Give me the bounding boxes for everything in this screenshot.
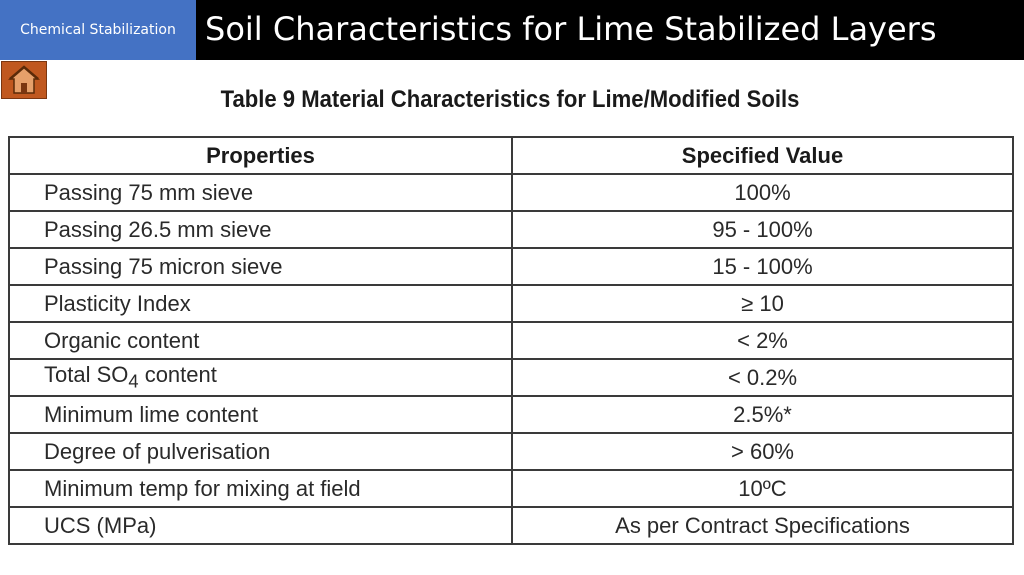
value-cell: 100% — [511, 173, 1014, 212]
property-cell: Passing 75 mm sieve — [8, 173, 513, 212]
table-row: UCS (MPa) As per Contract Specifications — [8, 506, 1014, 545]
value-cell: < 0.2% — [511, 358, 1014, 397]
material-table: Properties Specified Value Passing 75 mm… — [8, 136, 1014, 545]
property-cell: Passing 26.5 mm sieve — [8, 210, 513, 249]
table-row: Passing 75 micron sieve 15 - 100% — [8, 247, 1014, 286]
property-cell: Plasticity Index — [8, 284, 513, 323]
table-header-row: Properties Specified Value — [8, 136, 1014, 175]
value-cell: 10ºC — [511, 469, 1014, 508]
table-row: Passing 26.5 mm sieve 95 - 100% — [8, 210, 1014, 249]
table-row: Minimum temp for mixing at field 10ºC — [8, 469, 1014, 508]
column-header-specified-value: Specified Value — [511, 136, 1014, 175]
slide-title: Soil Characteristics for Lime Stabilized… — [205, 10, 937, 48]
table-caption: Table 9 Material Characteristics for Lim… — [220, 86, 800, 113]
column-header-properties: Properties — [8, 136, 513, 175]
table-row: Minimum lime content 2.5%* — [8, 395, 1014, 434]
property-cell: UCS (MPa) — [8, 506, 513, 545]
property-text-prefix: Total SO — [44, 362, 129, 388]
value-cell: 2.5%* — [511, 395, 1014, 434]
value-cell: < 2% — [511, 321, 1014, 360]
home-icon — [8, 65, 40, 94]
table-row: Passing 75 mm sieve 100% — [8, 173, 1014, 212]
value-cell: 15 - 100% — [511, 247, 1014, 286]
value-cell: ≥ 10 — [511, 284, 1014, 323]
property-cell: Minimum temp for mixing at field — [8, 469, 513, 508]
table-row: Degree of pulverisation > 60% — [8, 432, 1014, 471]
table-row: Organic content < 2% — [8, 321, 1014, 360]
subscript: 4 — [128, 370, 139, 392]
property-cell: Passing 75 micron sieve — [8, 247, 513, 286]
property-text-suffix: content — [138, 362, 217, 388]
value-cell: 95 - 100% — [511, 210, 1014, 249]
table-row: Plasticity Index ≥ 10 — [8, 284, 1014, 323]
section-tag[interactable]: Chemical Stabilization — [0, 0, 196, 60]
property-cell: Degree of pulverisation — [8, 432, 513, 471]
property-cell: Minimum lime content — [8, 395, 513, 434]
value-cell: > 60% — [511, 432, 1014, 471]
property-cell: Organic content — [8, 321, 513, 360]
value-cell: As per Contract Specifications — [511, 506, 1014, 545]
home-button[interactable] — [1, 61, 47, 99]
property-cell: Total SO4 content — [8, 358, 513, 397]
table-row: Total SO4 content < 0.2% — [8, 358, 1014, 397]
